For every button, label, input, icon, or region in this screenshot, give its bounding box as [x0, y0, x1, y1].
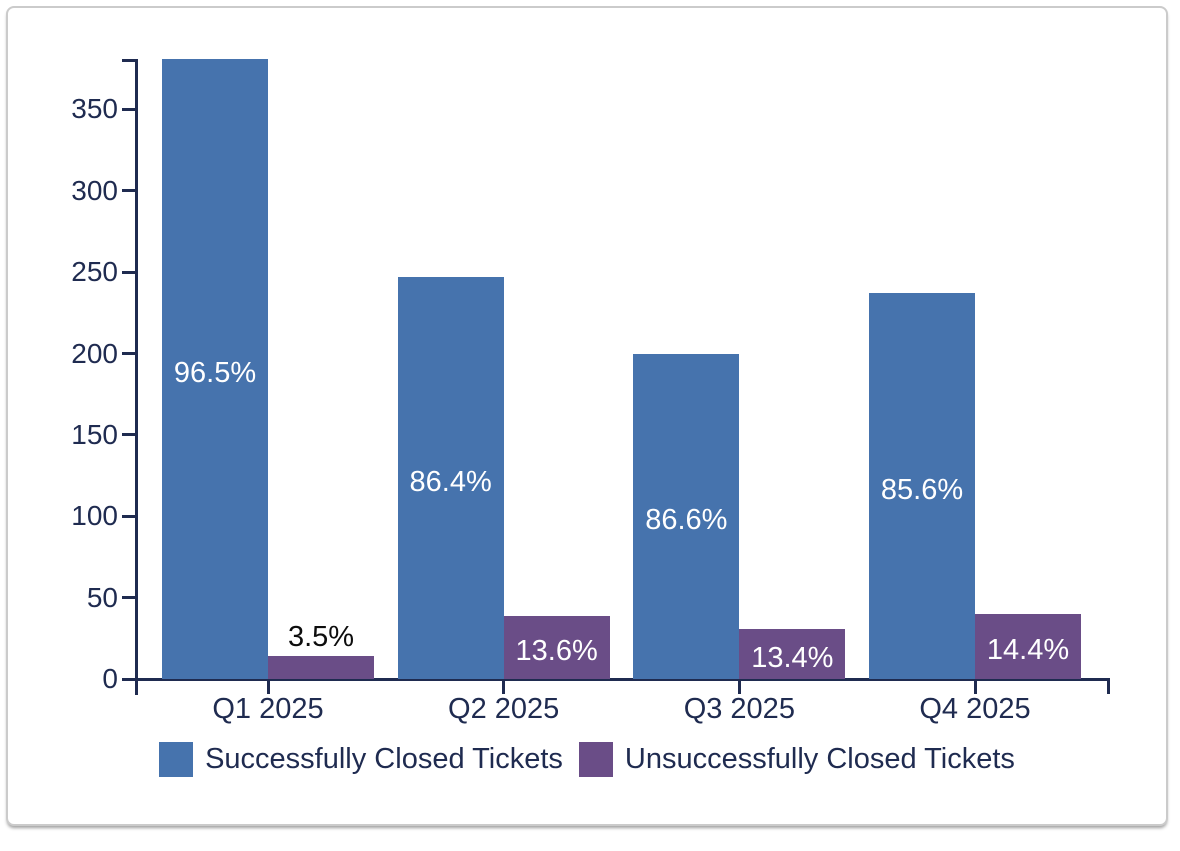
y-tick-label: 0	[102, 663, 118, 694]
bar-successful-q1-2025	[162, 59, 268, 679]
x-tick	[266, 681, 270, 694]
y-tick-label: 250	[71, 256, 118, 288]
y-tick	[122, 596, 135, 600]
y-tick	[122, 677, 135, 681]
bar-successful-q4-2025	[869, 293, 975, 679]
bar-unsuccessful-q3-2025	[739, 628, 846, 679]
y-axis-line	[135, 59, 138, 695]
y-tick	[122, 433, 135, 437]
x-tick	[737, 681, 741, 694]
legend-label-unsuccessfully-closed: Unsuccessfully Closed Tickets	[624, 743, 1015, 775]
legend-swatch-unsuccessfully-closed	[578, 742, 613, 777]
y-tick-label: 350	[71, 93, 118, 125]
x-tick	[502, 681, 506, 694]
y-tick-label: 100	[71, 500, 118, 532]
x-axis-end-tick	[1107, 678, 1110, 694]
x-tick-label: Q1 2025	[212, 693, 324, 725]
x-tick-label: Q3 2025	[683, 693, 795, 725]
legend-label-successfully-closed: Successfully Closed Tickets	[205, 743, 563, 775]
bar-value-label: 86.6%	[645, 504, 728, 537]
bar-unsuccessful-q1-2025	[268, 656, 374, 679]
chart-card: 0 50 100 150 200 250 300 350 Q1 2025 96.5% 3.5% Q2 …	[6, 6, 1168, 826]
x-tick	[973, 681, 977, 694]
bar-unsuccessful-q4-2025	[975, 613, 1081, 679]
y-tick-label: 50	[86, 581, 118, 613]
bar-value-label: 13.6%	[515, 635, 598, 668]
x-axis-line	[135, 678, 1110, 681]
bar-unsuccessful-q2-2025	[503, 615, 610, 679]
legend-swatch-successfully-closed	[159, 742, 194, 777]
y-tick-label: 150	[71, 418, 118, 450]
bar-successful-q2-2025	[397, 277, 504, 679]
bar-successful-q3-2025	[633, 353, 740, 679]
bar-value-label: 85.6%	[880, 474, 964, 507]
bar-value-label: 86.4%	[409, 466, 492, 499]
y-tick	[122, 352, 135, 356]
y-tick	[122, 514, 135, 518]
y-tick	[122, 189, 135, 193]
y-tick-label: 300	[71, 174, 118, 206]
y-tick	[122, 107, 135, 111]
chart-legend: Successfully Closed Tickets Unsuccessful…	[8, 742, 1166, 777]
y-axis-top-cap-tick	[122, 59, 135, 62]
y-tick-label: 200	[71, 337, 118, 369]
bar-value-label: 13.4%	[751, 641, 834, 674]
x-tick-label: Q4 2025	[919, 693, 1031, 725]
y-tick	[122, 270, 135, 274]
x-tick-label: Q2 2025	[448, 693, 560, 725]
bar-chart-plot-area: 0 50 100 150 200 250 300 350 Q1 2025 96.5% 3.5% Q2 …	[8, 8, 1166, 824]
bar-value-label: 3.5%	[287, 621, 355, 654]
bar-value-label: 14.4%	[986, 634, 1070, 667]
bar-value-label: 96.5%	[173, 357, 257, 389]
